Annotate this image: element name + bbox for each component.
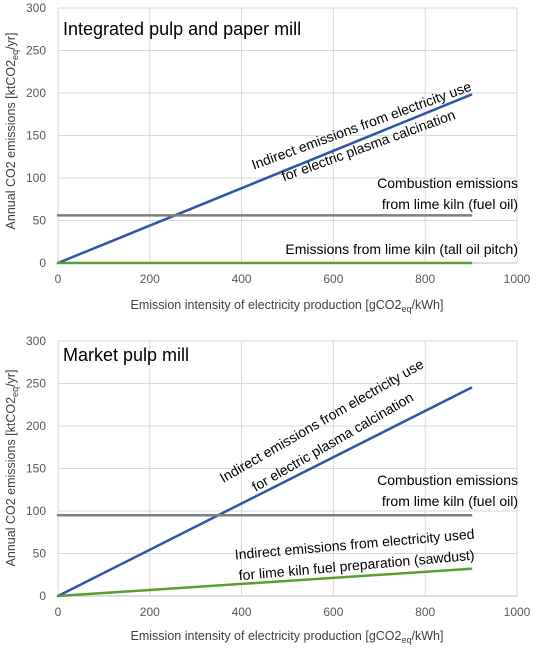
y-axis-title-sub: eq (10, 50, 20, 60)
y-axis-title-tail: /yr] (4, 370, 18, 387)
series-line-electric-calcination (56, 93, 473, 265)
y-axis-title-main: Annual CO2 emissions [ktCO2 (4, 60, 18, 230)
x-tick-label: 800 (415, 605, 435, 619)
x-axis-title-sub: eq (401, 635, 411, 645)
x-tick-label: 600 (323, 272, 343, 286)
x-axis-title-main: Emission intensity of electricity produc… (131, 629, 402, 643)
series-line-lime-kiln-fuel (56, 567, 473, 598)
x-axis-title: Emission intensity of electricity produc… (131, 298, 444, 314)
y-tick-label: 300 (26, 334, 46, 348)
x-tick-labels: 0 200 400 600 800 1000 (55, 605, 531, 619)
x-tick-label: 200 (140, 272, 160, 286)
annotation-fuel-oil-line-1: Combustion emissions (377, 472, 518, 488)
x-axis-title-sub: eq (401, 304, 411, 314)
panel-title: Market pulp mill (63, 345, 189, 365)
x-tick-labels: 0 200 400 600 800 1000 (55, 272, 531, 286)
x-tick-label: 0 (55, 605, 62, 619)
x-axis-title-tail: /kWh] (412, 629, 444, 643)
x-tick-label: 800 (415, 272, 435, 286)
annotation-fuel-oil-line-1: Combustion emissions (377, 175, 518, 191)
y-tick-labels: 0 50 100 150 200 250 300 (26, 1, 46, 270)
y-tick-label: 0 (39, 589, 46, 603)
x-tick-label: 400 (232, 605, 252, 619)
y-tick-label: 250 (26, 377, 46, 391)
annotation-fuel-oil-line-2: from lime kiln (fuel oil) (382, 196, 518, 212)
axes (57, 341, 517, 597)
series-lines (56, 93, 473, 265)
x-tick-label: 200 (140, 605, 160, 619)
y-tick-label: 200 (26, 86, 46, 100)
x-tick-label: 1000 (504, 605, 531, 619)
y-tick-label: 50 (33, 214, 47, 228)
y-tick-label: 200 (26, 419, 46, 433)
panel-title: Integrated pulp and paper mill (63, 19, 301, 39)
y-tick-label: 50 (33, 547, 47, 561)
x-tick-label: 400 (232, 272, 252, 286)
y-axis-title: Annual CO2 emissions [ktCO2eq/yr] (4, 370, 20, 567)
y-tick-label: 300 (26, 1, 46, 15)
x-tick-label: 600 (323, 605, 343, 619)
y-tick-label: 100 (26, 504, 46, 518)
annotation-fuel-oil-line-2: from lime kiln (fuel oil) (382, 493, 518, 509)
chart-panel-1: 0 50 100 150 200 250 300 0 200 400 600 800 1000 Int… (4, 1, 531, 314)
y-tick-labels: 0 50 100 150 200 250 300 (26, 334, 46, 603)
annotation-tall-oil: Emissions from lime kiln (tall oil pitch… (285, 241, 518, 257)
y-tick-label: 100 (26, 171, 46, 185)
y-axis-title-sub: eq (10, 387, 20, 397)
y-tick-label: 0 (39, 256, 46, 270)
y-axis-title-main: Annual CO2 emissions [ktCO2 (4, 397, 18, 567)
x-axis-title-tail: /kWh] (412, 298, 444, 312)
y-axis-title-tail: /yr] (4, 33, 18, 50)
x-axis-title-main: Emission intensity of electricity produc… (131, 298, 402, 312)
y-axis-title: Annual CO2 emissions [ktCO2eq/yr] (4, 33, 20, 230)
y-tick-label: 250 (26, 44, 46, 58)
x-tick-label: 0 (55, 272, 62, 286)
x-tick-label: 1000 (504, 272, 531, 286)
series-lines (56, 386, 473, 598)
annotation-electric-line-1: Indirect emissions from electricity use (217, 355, 427, 485)
gridlines (58, 340, 518, 596)
gridlines (58, 7, 518, 263)
y-tick-label: 150 (26, 462, 46, 476)
y-tick-label: 150 (26, 129, 46, 143)
x-axis-title: Emission intensity of electricity produc… (131, 629, 444, 645)
series-line-electric-calcination (56, 386, 473, 598)
chart-panel-2: 0 50 100 150 200 250 300 0 200 400 600 800 1000 Mar… (4, 334, 531, 645)
